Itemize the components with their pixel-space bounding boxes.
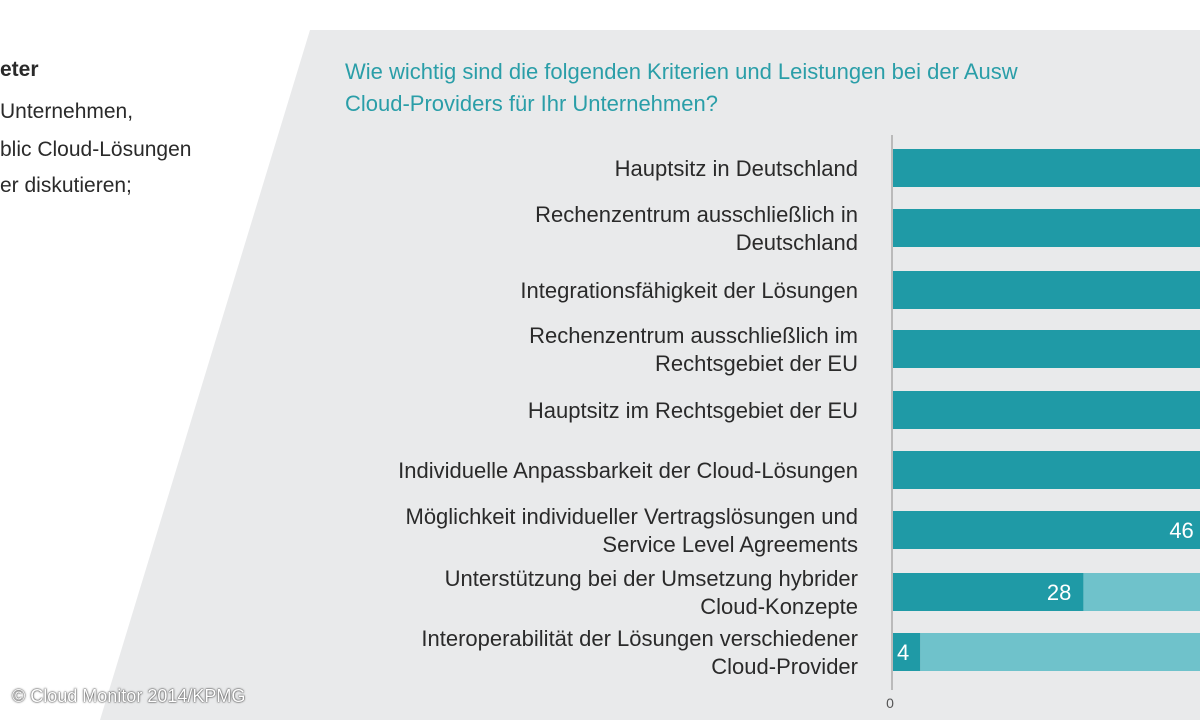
bar [893,209,1200,247]
bar-segment-secondary [920,633,1200,671]
chart-title-line: Wie wichtig sind die folgenden Kriterien… [345,59,1018,84]
data-label: 46 [1169,518,1193,543]
side-text-line: Unternehmen, [0,100,134,123]
category-label: Unterstützung bei der Umsetzung hybrider [445,566,858,591]
bar [893,451,1200,489]
category-label: Service Level Agreements [602,532,858,557]
side-text-line: er diskutieren; [0,174,132,197]
category-label: Möglichkeit individueller Vertragslösung… [406,504,859,529]
bar [893,573,1084,611]
category-label: Rechtsgebiet der EU [655,351,858,376]
chart-title: Wie wichtig sind die folgenden Kriterien… [345,56,1018,120]
side-heading: eter [0,58,39,81]
category-label: Hauptsitz in Deutschland [615,156,858,181]
bar [893,511,1200,549]
data-label: 28 [1047,580,1071,605]
bar [893,149,1200,187]
chart-title-line: Cloud-Providers für Ihr Unternehmen? [345,91,718,116]
bar [893,391,1200,429]
category-label: Interoperabilität der Lösungen verschied… [421,626,858,651]
category-label: Rechenzentrum ausschließlich im [529,323,858,348]
category-label: Hauptsitz im Rechtsgebiet der EU [528,398,858,423]
category-label: Deutschland [736,230,858,255]
category-label: Rechenzentrum ausschließlich in [535,202,858,227]
category-label: Integrationsfähigkeit der Lösungen [520,278,858,303]
x-tick-label: 0 [886,695,894,711]
bar [893,271,1200,309]
bar [893,633,921,671]
category-label: Cloud-Konzepte [700,594,858,619]
source-credit: © Cloud Monitor 2014/KPMG [12,686,246,706]
bar-segment-secondary [1083,573,1200,611]
side-text-line: blic Cloud-Lösungen [0,138,192,161]
data-label: 4 [897,640,909,665]
bar [893,330,1200,368]
category-label: Cloud-Provider [711,654,858,679]
category-label: Individuelle Anpassbarkeit der Cloud-Lös… [398,458,858,483]
